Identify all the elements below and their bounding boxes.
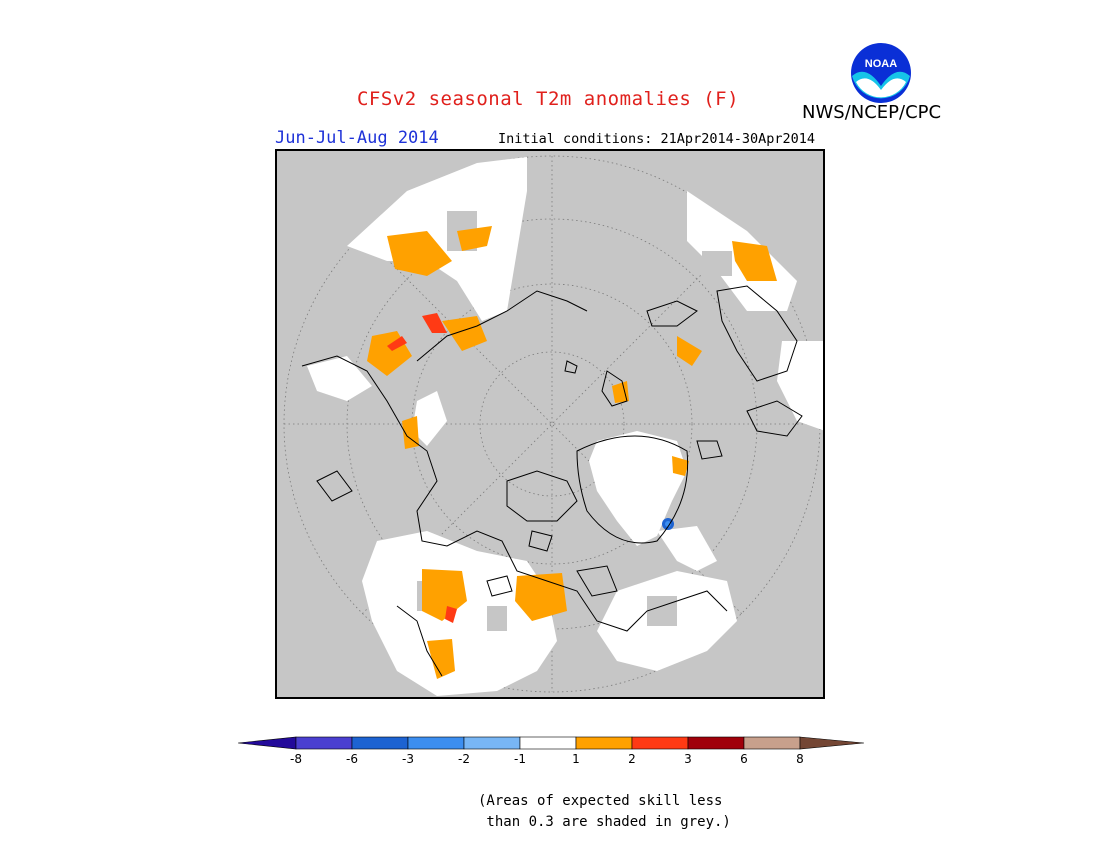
- coastlines: [301, 285, 803, 677]
- agency-label: NWS/NCEP/CPC: [802, 102, 942, 123]
- chart-title: CFSv2 seasonal T2m anomalies (F): [356, 88, 740, 110]
- colorbar-tick-label: 6: [740, 752, 748, 766]
- colorbar-tick-label: -3: [402, 752, 414, 766]
- colorbar-tick-label: -2: [458, 752, 470, 766]
- colorbar-bin: [575, 736, 633, 750]
- skill-note-line2: than 0.3 are shaded in grey.): [478, 814, 731, 830]
- initial-conditions: Initial conditions: 21Apr2014-30Apr2014: [498, 131, 815, 147]
- strong-warm-anomaly-regions: [387, 313, 457, 623]
- colorbar-bin: [631, 736, 689, 750]
- colorbar-bin: [743, 736, 801, 750]
- cold-anomaly-region: [662, 518, 674, 530]
- colorbar-max-arrow: [799, 736, 864, 750]
- noaa-logo: NOAA: [850, 42, 912, 104]
- forecast-period: Jun-Jul-Aug 2014: [275, 128, 439, 148]
- colorbar-tick-label: 1: [572, 752, 580, 766]
- colorbar-min-arrow: [238, 736, 297, 750]
- skill-note: (Areas of expected skill less than 0.3 a…: [478, 791, 731, 833]
- colorbar-bin: [295, 736, 353, 750]
- polar-map: [275, 149, 825, 699]
- colorbar-tick-label: 3: [684, 752, 692, 766]
- colorbar-tick-label: -8: [290, 752, 302, 766]
- colorbar-tick-label: 2: [628, 752, 636, 766]
- noaa-logo-text: NOAA: [865, 58, 897, 70]
- colorbar-bin: [687, 736, 745, 750]
- colorbar-tick-label: -1: [514, 752, 526, 766]
- colorbar-tick-label: -6: [346, 752, 358, 766]
- skill-note-line1: (Areas of expected skill less: [478, 793, 723, 809]
- colorbar-bin: [351, 736, 409, 750]
- near-normal-regions: [307, 157, 823, 696]
- colorbar-bin: [463, 736, 521, 750]
- colorbar: [238, 736, 864, 750]
- colorbar-tick-label: 8: [796, 752, 804, 766]
- colorbar-bin: [519, 736, 577, 750]
- colorbar-bin: [407, 736, 465, 750]
